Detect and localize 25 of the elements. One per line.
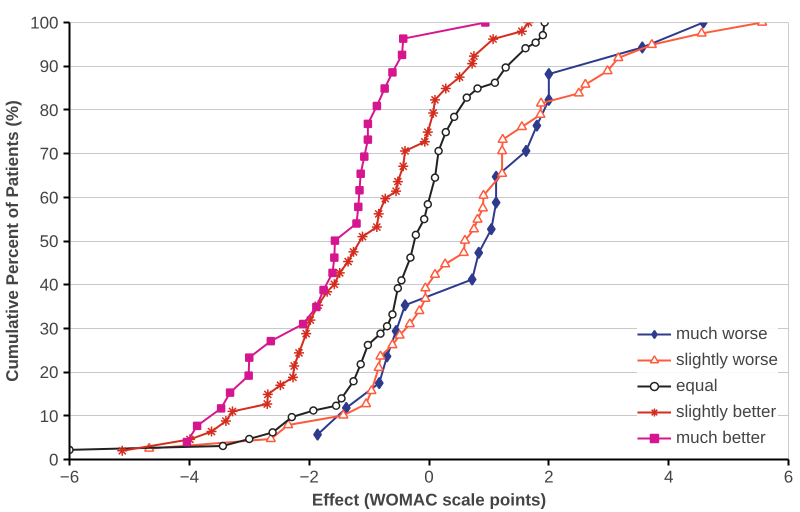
legend-label: much better (676, 427, 766, 449)
x-tick-label: −4 (180, 468, 200, 486)
x-tick-label: 2 (544, 468, 554, 486)
y-tick-label: 90 (40, 57, 59, 76)
y-tick-label: 50 (40, 232, 59, 251)
y-tick-label: 100 (30, 14, 59, 32)
x-axis-title: Effect (WOMAC scale points) (312, 490, 546, 510)
legend-label: slightly better (676, 401, 776, 423)
x-tick-label: −2 (299, 468, 319, 486)
y-tick-label: 80 (40, 100, 59, 120)
x-tick-label: −6 (60, 468, 80, 486)
y-tick-label: 60 (40, 188, 59, 208)
y-tick-label: 20 (40, 363, 59, 382)
y-tick-label: 30 (40, 319, 59, 338)
x-tick-label: 6 (784, 468, 794, 486)
y-tick-label: 0 (49, 450, 59, 470)
x-tick-label: 4 (664, 468, 674, 486)
y-tick-label: 70 (40, 144, 59, 164)
legend-label: much worse (676, 323, 768, 345)
x-tick-label: 0 (424, 468, 434, 486)
legend-label: equal (676, 375, 718, 397)
legend-label: slightly worse (676, 349, 778, 371)
y-tick-label: 10 (40, 406, 59, 426)
y-tick-label: 40 (40, 276, 59, 295)
y-axis-title: Cumulative Percent of Patients (%) (3, 100, 22, 382)
